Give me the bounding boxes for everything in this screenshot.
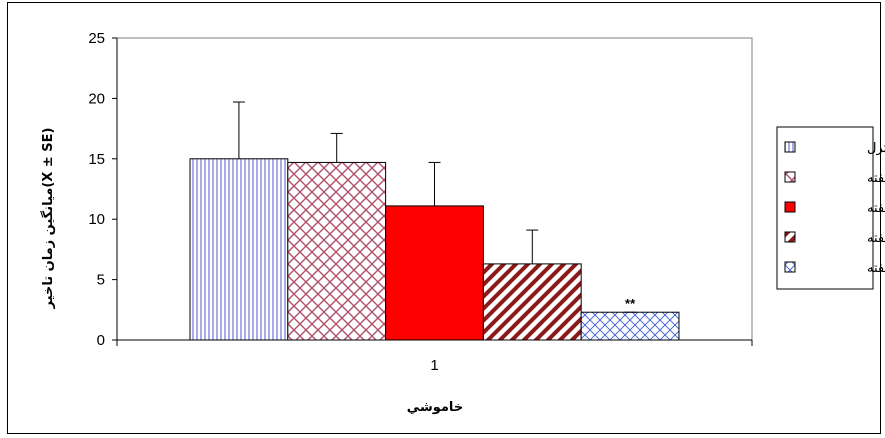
y-tick-label: 0 bbox=[97, 332, 105, 349]
legend-swatch bbox=[784, 201, 796, 213]
legend-swatch bbox=[784, 231, 796, 243]
legend-swatch bbox=[784, 141, 796, 153]
y-tick-label: 10 bbox=[88, 211, 105, 228]
y-tick-label: 15 bbox=[88, 151, 105, 168]
y-tick-label: 20 bbox=[88, 90, 105, 107]
y-tick-label: 5 bbox=[97, 272, 105, 289]
legend-label: كنترل bbox=[867, 141, 885, 156]
x-tick-label: 1 bbox=[430, 357, 438, 374]
x-axis-title: خاموشي bbox=[407, 400, 463, 415]
bar bbox=[385, 205, 484, 341]
y-tick-label: 25 bbox=[88, 30, 105, 47]
y-axis-title: ميانگين زمان تاخير(X ± SE) bbox=[40, 128, 56, 310]
significance-annotation: ** bbox=[625, 296, 636, 311]
bar bbox=[580, 311, 680, 341]
bar bbox=[189, 158, 289, 341]
bar bbox=[287, 161, 387, 341]
legend-swatch bbox=[784, 261, 796, 273]
legend-swatch bbox=[784, 171, 796, 183]
bar bbox=[482, 263, 582, 341]
